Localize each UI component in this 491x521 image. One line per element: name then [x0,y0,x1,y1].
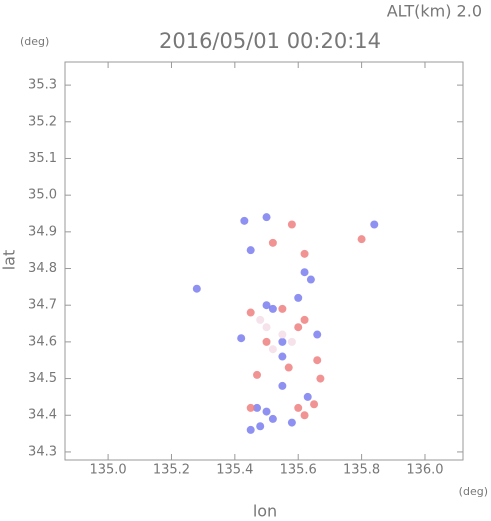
echo-point [294,293,303,302]
echo-point [192,284,201,293]
echo-point [313,356,322,365]
y-tick-label: 35.1 [28,151,57,166]
echo-point [237,334,246,343]
y-tick-label: 35.0 [28,188,57,203]
echo-point [303,392,312,401]
echo-point [256,422,265,431]
echo-point [262,213,271,222]
echo-point [316,374,325,383]
x-tick-label: 136.0 [406,463,443,478]
echo-point [278,337,287,346]
x-tick-label: 135.6 [280,463,317,478]
echo-point [268,304,277,313]
y-tick-label: 34.4 [28,408,57,423]
echo-point [310,400,319,409]
echo-point [262,323,271,332]
echo-point [246,246,255,255]
echo-point [294,323,303,332]
echo-point [240,216,249,225]
x-unit: (deg) [459,485,488,498]
y-tick-label: 34.6 [28,334,57,349]
echo-point [284,363,293,372]
x-tick-label: 135.8 [343,463,380,478]
echo-point [287,220,296,229]
x-tick-label: 135.4 [216,463,253,478]
echo-point [253,403,262,412]
echo-point [300,249,309,258]
x-tick-label: 135.0 [89,463,126,478]
plot-frame [64,61,464,461]
echo-point [357,235,366,244]
echo-point [300,315,309,324]
echo-point [278,381,287,390]
y-tick-label: 34.7 [28,298,57,313]
y-unit: (deg) [20,35,49,48]
echo-point [256,315,265,324]
echo-point [294,403,303,412]
y-tick-label: 35.2 [28,114,57,129]
y-tick-label: 34.5 [28,371,57,386]
echo-point [262,301,271,310]
echo-point [268,414,277,423]
y-label: lat [0,250,19,271]
echo-point [278,330,287,339]
echo-point [313,330,322,339]
echo-point [278,352,287,361]
y-tick-label: 34.8 [28,261,57,276]
echo-point [287,418,296,427]
y-tick-label: 34.9 [28,224,57,239]
x-label: lon [253,502,277,521]
x-tick-label: 135.2 [153,463,190,478]
chart-title: 2016/05/01 00:20:14 [159,29,381,53]
echo-point [268,345,277,354]
echo-point [268,238,277,247]
echo-point [278,304,287,313]
echo-point [262,407,271,416]
echo-point [253,370,262,379]
echo-point [300,268,309,277]
echo-point [370,220,379,229]
echo-point [246,308,255,317]
y-tick-label: 34.3 [28,444,57,459]
echo-point [300,411,309,420]
echo-point [246,403,255,412]
echo-point [306,275,315,284]
echo-point [287,337,296,346]
echo-point [246,425,255,434]
echo-point [262,337,271,346]
y-tick-label: 35.3 [28,78,57,93]
annotation: ALT(km) 2.0 [387,2,482,21]
